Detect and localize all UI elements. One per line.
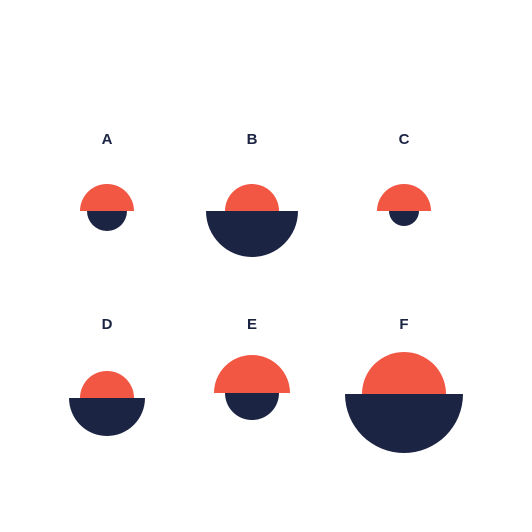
item-c-label: C bbox=[399, 131, 410, 148]
item-a-label: A bbox=[102, 131, 113, 148]
item-c-bottom-half bbox=[389, 211, 419, 226]
item-f-label: F bbox=[399, 316, 408, 333]
item-a-bottom-half bbox=[87, 211, 127, 231]
item-f-bottom-half bbox=[345, 394, 463, 453]
item-b: B bbox=[206, 131, 298, 257]
item-e-label: E bbox=[247, 316, 257, 333]
item-b-bottom-half bbox=[206, 211, 298, 257]
item-e-bottom-half bbox=[225, 393, 279, 420]
item-e: E bbox=[214, 316, 290, 420]
item-d-label: D bbox=[102, 316, 113, 333]
item-d-bottom-half bbox=[69, 398, 145, 436]
item-c: C bbox=[377, 131, 431, 226]
item-c-top-half bbox=[377, 184, 431, 211]
item-e-top-half bbox=[214, 355, 290, 393]
item-b-label: B bbox=[247, 131, 258, 148]
item-d-top-half bbox=[80, 371, 134, 398]
item-d: D bbox=[69, 316, 145, 436]
item-f-top-half bbox=[362, 352, 446, 394]
item-b-top-half bbox=[225, 184, 279, 211]
item-a: A bbox=[80, 131, 134, 231]
item-a-top-half bbox=[80, 184, 134, 211]
item-f: F bbox=[345, 316, 463, 453]
